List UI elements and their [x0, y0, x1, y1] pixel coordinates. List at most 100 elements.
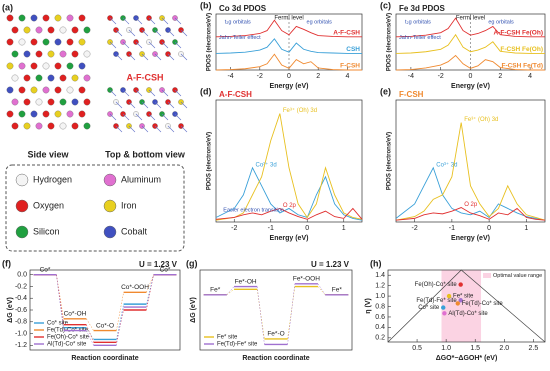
- connector: [86, 324, 94, 343]
- atom: [78, 14, 86, 22]
- y-tick-label: 0.8: [375, 303, 385, 310]
- bond: [141, 101, 149, 109]
- series-label: F-CSH: [340, 63, 360, 70]
- point-label: Fe(Td)-Co* site: [462, 301, 504, 307]
- y-tick-label: -0.2: [15, 283, 27, 290]
- bond: [161, 89, 169, 97]
- x-tick-label: 2.5: [529, 345, 539, 352]
- y-axis-label: PDOS (electrons/eV): [207, 13, 213, 71]
- atom: [42, 38, 50, 46]
- atom: [54, 86, 62, 94]
- y-tick-label: 1.0: [375, 293, 385, 300]
- atom: [30, 62, 38, 70]
- bond: [115, 29, 123, 37]
- x-tick-label: 0.5: [412, 345, 422, 352]
- y-axis-label: η (V): [365, 298, 372, 314]
- atom: [78, 62, 86, 70]
- bond: [180, 29, 188, 37]
- x-tick-label: 1.5: [470, 345, 480, 352]
- step-label: Fe*: [210, 287, 221, 294]
- bond: [115, 125, 123, 133]
- bond: [128, 53, 136, 61]
- annotation: Jahn-Teller effect: [399, 35, 441, 41]
- atom: [78, 86, 86, 94]
- legend-label: Co* site: [47, 321, 69, 327]
- bond: [174, 17, 182, 25]
- band-label: Optimal value range: [493, 273, 542, 279]
- connector: [116, 292, 124, 331]
- legend-label: Aluminum: [121, 174, 161, 184]
- atom: [11, 122, 19, 130]
- pdos-curve: [395, 54, 545, 71]
- legend-label: Silicon: [33, 226, 60, 236]
- panel-title: F-CSH: [399, 90, 424, 99]
- legend-atom: [15, 225, 29, 239]
- series-label: Fe³⁺ (Oh) 3d: [464, 116, 498, 123]
- atom: [42, 14, 50, 22]
- bond: [122, 17, 130, 25]
- connector: [226, 286, 235, 295]
- connector: [287, 283, 296, 345]
- bond: [167, 29, 175, 37]
- x-axis-label: Energy (eV): [451, 83, 490, 90]
- x-tick-label: -1: [268, 225, 274, 232]
- panel-label: (a): [2, 2, 13, 12]
- panel-title: Fe 3d PDOS: [399, 4, 445, 13]
- connector: [56, 274, 64, 331]
- point: [458, 282, 463, 287]
- connector: [317, 286, 326, 295]
- legend-atom: [103, 225, 117, 239]
- x-axis-label: Energy (eV): [451, 235, 490, 242]
- bond: [161, 17, 169, 25]
- annotation: Jahn-Teller effect: [219, 35, 261, 41]
- bond: [174, 41, 182, 49]
- legend-label: Iron: [121, 200, 137, 210]
- atom: [23, 50, 31, 58]
- series-label: Co³⁺ 3d: [436, 161, 457, 168]
- pdos-curve: [215, 207, 363, 220]
- atom: [71, 74, 79, 82]
- atom: [6, 14, 14, 22]
- connector: [256, 286, 265, 345]
- x-tick-label: 2.0: [499, 345, 509, 352]
- atom: [6, 62, 14, 70]
- y-axis-label: PDOS (electrons/eV): [387, 132, 393, 190]
- atom: [18, 38, 26, 46]
- atom: [23, 98, 31, 106]
- legend-atom: [15, 173, 29, 187]
- bond: [135, 17, 143, 25]
- panel-label: (h): [370, 258, 382, 268]
- series-label: O 2p: [464, 202, 478, 208]
- y-tick-label: 1.2: [375, 282, 385, 289]
- legend-label: Al(Td)-Co* site: [47, 342, 87, 348]
- x-tick-label: 0: [487, 225, 491, 232]
- pdos-curve: [215, 166, 363, 221]
- fermi-label: Fermi level: [274, 16, 303, 22]
- atom: [18, 86, 26, 94]
- bond: [180, 125, 188, 133]
- atom: [54, 62, 62, 70]
- pdos-curve: [395, 33, 545, 54]
- pdos-curve: [215, 53, 362, 71]
- x-tick-label: -2: [438, 73, 444, 80]
- bond: [148, 41, 156, 49]
- bond: [180, 53, 188, 61]
- atom: [54, 38, 62, 46]
- legend-label: Fe(Oh)-Co* site: [47, 335, 90, 341]
- pdos-curve: [395, 122, 546, 221]
- y-tick-label: 0.6: [375, 314, 385, 321]
- atom: [47, 98, 55, 106]
- point: [441, 305, 446, 310]
- annotation: t₂g orbitals: [225, 19, 251, 25]
- step-label: Co*: [160, 266, 171, 273]
- series-label: A-F-CSH Fe(Oh): [494, 30, 543, 37]
- bond: [115, 101, 123, 109]
- atom: [30, 14, 38, 22]
- x-axis-label: Reaction coordinate: [71, 355, 138, 362]
- step-label: Fe*-OOH: [293, 276, 320, 283]
- bond: [109, 17, 117, 25]
- y-axis-label: ΔG (eV): [190, 297, 197, 323]
- atom: [71, 26, 79, 34]
- annotation: t₂g orbitals: [405, 19, 431, 25]
